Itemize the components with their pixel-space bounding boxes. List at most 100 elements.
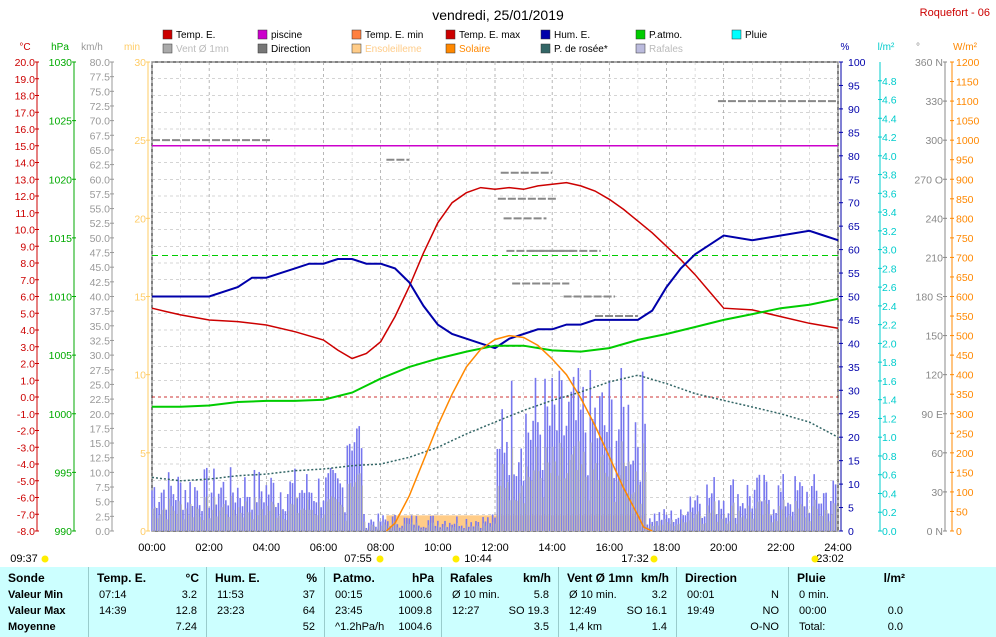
legend-label: Pluie [745, 30, 768, 41]
axis-label-wind: 32.5 [90, 335, 111, 347]
axis-label-wind: 0.0 [95, 526, 110, 538]
stats-cell-value: O-NO [750, 621, 779, 633]
axis-label-temp: 1.0 [20, 375, 35, 387]
axis-label-hum: 90 [848, 104, 860, 116]
stats-col: Vent Ø 1mn km/h Ø 10 min. 3.2 12:49 SO 16.1 1,… [558, 567, 677, 637]
stats-cell-time: 11:53 [217, 589, 244, 601]
axis-label-temp: 5.0 [20, 308, 35, 320]
stats-header-unit: km/h [522, 571, 551, 585]
series-hum-e- [152, 229, 839, 350]
axis-label-hum: 70 [848, 198, 860, 210]
stats-header-label: Sonde [8, 571, 45, 585]
axis-label-solar: 1000 [956, 135, 980, 147]
series-solaire [385, 334, 653, 532]
axis-unit-press: hPa [51, 42, 69, 53]
axis-label-temp: -5.0 [17, 476, 35, 488]
event-sunset: 17:32 [621, 553, 649, 565]
stats-header-unit: l/m² [883, 571, 905, 585]
x-tick-label: 22:00 [767, 542, 795, 554]
axis-label-dir: 150 [925, 331, 943, 343]
axis-label-solar: 950 [956, 155, 974, 167]
stats-header-label: Rafales [450, 571, 493, 585]
stats-cell-value: 1.4 [651, 621, 667, 633]
stats-header-label: Pluie [797, 571, 826, 585]
axis-label-hum: 100 [848, 57, 866, 69]
axis-unit-hum: % [841, 42, 850, 53]
axis-unit-temp: °C [19, 42, 30, 53]
axis-label-solar: 300 [956, 409, 974, 421]
x-tick-label: 20:00 [710, 542, 738, 554]
event-marker [41, 555, 49, 563]
stats-cell-time: 12:49 [569, 605, 597, 617]
axis-unit-rain: l/m² [878, 42, 895, 53]
axis-label-hum: 50 [848, 292, 860, 304]
legend-label: Solaire [459, 44, 491, 55]
legend-label: P.atmo. [649, 30, 682, 41]
stats-col: Rafales km/h Ø 10 min. 5.8 12:27 SO 19.3 3.5 [441, 567, 559, 637]
axis-label-wind: 7.5 [95, 482, 110, 494]
x-tick-label: 08:00 [367, 542, 395, 554]
axis-label-hum: 80 [848, 151, 860, 163]
legend-label: Rafales [649, 44, 683, 55]
legend-label: piscine [271, 30, 303, 41]
axis-label-solar: 550 [956, 311, 974, 323]
axis-label-wind: 22.5 [90, 394, 111, 406]
axis-units: °C hPa km/h min% l/m² ° W/m² [19, 42, 977, 53]
axis-label-sun: 10 [134, 370, 146, 382]
legend-swatch [162, 43, 173, 54]
axis-label-sun: 25 [134, 135, 146, 147]
stats-row: Total: 0.0 [789, 619, 913, 635]
stats-col: Direction 00:01 N 19:49 NO O-NO [676, 567, 789, 637]
axis-label-dir: 120 [925, 370, 943, 382]
legend-label: Direction [271, 44, 310, 55]
event-sunrise: 07:55 [344, 553, 372, 565]
axis-label-solar: 150 [956, 467, 974, 479]
axis-label-temp: 3.0 [20, 342, 35, 354]
stats-cell-value: 3.5 [533, 621, 549, 633]
axis-unit-sun: min [124, 42, 140, 53]
stats-header: Hum. E.% [207, 570, 325, 586]
axis-label-wind: 75.0 [90, 86, 111, 98]
stats-cell-value: NO [762, 605, 780, 617]
axis-label-dir: 210 [925, 252, 943, 264]
axis-label-solar: 1100 [956, 96, 979, 108]
series-lines [151, 100, 839, 532]
legend-label: P. de rosée* [554, 44, 608, 55]
axis-label-wind: 80.0 [90, 57, 111, 69]
stats-row: 1,4 km 1.4 [559, 619, 677, 635]
axis-label-solar: 500 [956, 331, 974, 343]
stats-row: 3.5 [442, 619, 559, 635]
x-tick-label: 00:00 [138, 542, 166, 554]
stats-header-unit: °C [185, 571, 199, 585]
wind-bars [151, 367, 838, 531]
axis-label-sun: 30 [134, 57, 146, 69]
event-marker [650, 555, 658, 563]
axis-label-temp: 2.0 [20, 359, 35, 371]
weather-chart: vendredi, 25/01/2019 Roquefort - 06 Temp… [10, 7, 990, 565]
axis-label-solar: 400 [956, 370, 974, 382]
stats-cell-time: 12:27 [452, 605, 480, 617]
axis-label-wind: 12.5 [90, 453, 111, 465]
axis-label-hum: 40 [848, 338, 860, 350]
astro-events: 09:37 07:55 10:44 17:32 23:02 [10, 553, 844, 565]
legend-label: Temp. E. min [365, 30, 423, 41]
stats-col: Pluie l/m² 0 min. 00:00 0.0 Total: 0.0 [788, 567, 913, 637]
x-tick-label: 18:00 [653, 542, 681, 554]
stats-cell-time: 23:23 [217, 605, 245, 617]
series-p-atmo- [152, 297, 839, 408]
stats-header-unit: hPa [411, 571, 434, 585]
axis-label-rain: 0.2 [882, 507, 897, 519]
legend-swatch [162, 29, 173, 40]
stats-row: 00:01 N [677, 587, 789, 603]
axis-label-hum: 5 [848, 503, 854, 515]
axis-label-wind: 62.5 [90, 160, 111, 172]
x-tick-label: 02:00 [195, 542, 223, 554]
stats-cell-value: SO 16.1 [626, 605, 667, 617]
stats-header-label: Vent Ø 1mn [567, 571, 634, 585]
stats-header-label: Hum. E. [215, 571, 260, 585]
axis-label-wind: 20.0 [90, 409, 111, 421]
stats-cell-value: 5.8 [533, 589, 549, 601]
axis-label-dir: 30 [931, 487, 943, 499]
legend-swatch [540, 43, 551, 54]
axis-label-temp: -4.0 [17, 459, 35, 471]
